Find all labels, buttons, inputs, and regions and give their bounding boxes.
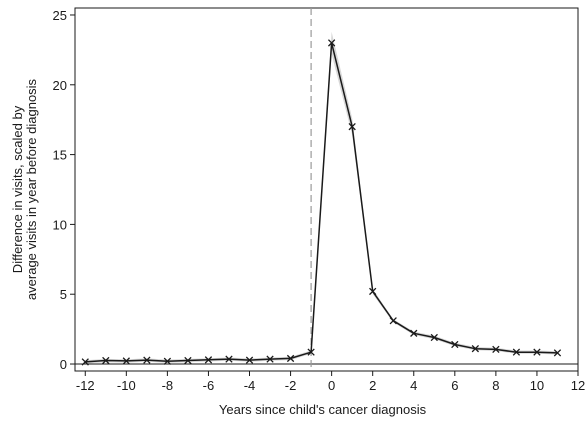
data-point <box>143 356 151 364</box>
x-tick-label: -12 <box>76 378 95 393</box>
data-point <box>492 345 500 354</box>
x-tick-label: -2 <box>285 378 297 393</box>
x-tick-label: 8 <box>492 378 499 393</box>
x-tick-label: -6 <box>203 378 215 393</box>
data-point <box>307 348 315 356</box>
y-tick-label: 25 <box>53 8 67 23</box>
data-point <box>533 348 541 356</box>
y-tick-label: 20 <box>53 78 67 93</box>
y-tick-label: 10 <box>53 217 67 232</box>
data-point <box>512 348 521 356</box>
plot-frame <box>74 7 579 372</box>
x-tick-label: 12 <box>571 378 585 393</box>
x-tick-label: -4 <box>244 378 256 393</box>
data-point <box>225 355 233 363</box>
x-tick-label: -8 <box>162 378 174 393</box>
x-tick-label: 4 <box>410 378 417 393</box>
data-point <box>163 357 172 365</box>
data-point <box>471 345 480 353</box>
y-axis-title-line: Difference in visits, scaled by <box>10 105 25 273</box>
x-tick-label: -10 <box>117 378 136 393</box>
data-point <box>102 356 110 365</box>
x-tick-label: 0 <box>328 378 335 393</box>
data-point <box>327 39 336 47</box>
data-point <box>410 329 418 337</box>
data-point <box>204 356 213 364</box>
x-axis-title: Years since child's cancer diagnosis <box>219 402 427 417</box>
y-tick-label: 5 <box>60 287 67 302</box>
data-point <box>81 358 89 366</box>
data-point <box>430 333 438 342</box>
data-point <box>553 349 562 357</box>
data-point <box>369 287 377 296</box>
data-point <box>266 355 274 363</box>
x-tick-label: 6 <box>451 378 458 393</box>
data-point <box>389 317 397 325</box>
data-point <box>451 340 459 349</box>
data-point <box>184 356 192 365</box>
y-axis-title-line: average visits in year before diagnosis <box>24 78 39 300</box>
data-point <box>122 357 130 365</box>
data-point <box>245 356 254 364</box>
x-tick-label: 2 <box>369 378 376 393</box>
x-tick-label: 10 <box>530 378 544 393</box>
y-tick-label: 15 <box>53 148 67 163</box>
data-point <box>348 123 356 131</box>
data-point <box>286 354 295 363</box>
series-line <box>85 42 558 363</box>
y-tick-label: 0 <box>60 357 67 372</box>
